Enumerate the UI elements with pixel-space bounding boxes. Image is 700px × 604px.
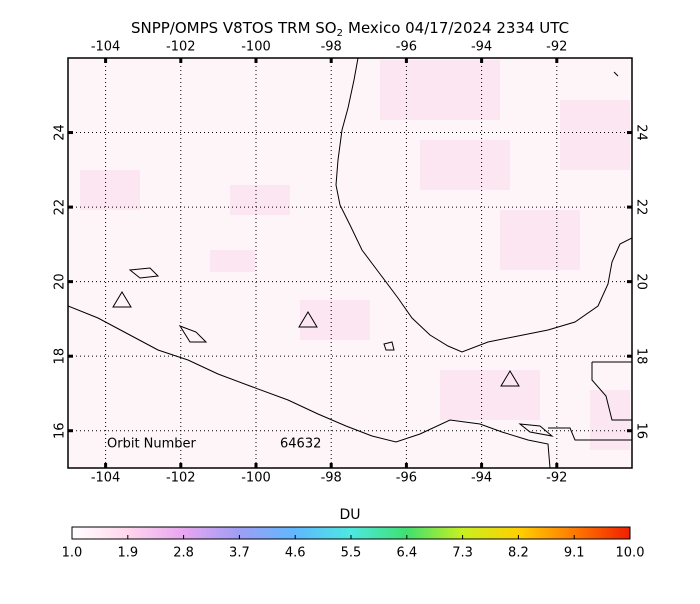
colorbar-tick-label: 1.9 [117, 546, 138, 561]
colorbar-tick-label: 10.0 [616, 546, 645, 561]
colorbar-tick-label: 1.0 [62, 546, 83, 561]
y-tick-label: 16 [634, 422, 649, 439]
x-tick-label: -102 [166, 40, 196, 55]
y-tick-label: 24 [634, 124, 649, 141]
x-tick-label: -100 [241, 471, 271, 486]
colorbar-tick-label: 4.6 [285, 546, 306, 561]
pacific-coastline [68, 305, 551, 468]
colorbar-label: DU [339, 507, 360, 523]
x-tick-label: -98 [321, 40, 342, 55]
x-tick-label: -102 [166, 471, 196, 486]
x-tick-label: -94 [471, 40, 492, 55]
x-tick-label: -92 [546, 471, 567, 486]
colorbar-tick-label: 3.7 [229, 546, 250, 561]
title-rest: Mexico 04/17/2024 2334 UTC [348, 19, 569, 37]
title-subscript: 2 [337, 28, 343, 39]
orbit-number: 64632 [280, 437, 321, 452]
x-tick-label: -104 [91, 471, 121, 486]
y-tick-label: 20 [53, 273, 68, 290]
gulf-coastline [335, 58, 632, 353]
y-tick-label: 18 [53, 348, 68, 365]
orbit-label: Orbit Number [107, 437, 197, 452]
border-lines [548, 71, 632, 441]
y-tick-label: 18 [634, 348, 649, 365]
x-tick-label: -96 [396, 471, 417, 486]
x-tick-label: -98 [321, 471, 342, 486]
so2-speckle [80, 60, 630, 450]
colorbar-tick-label: 5.5 [341, 546, 362, 561]
y-tick-label: 16 [53, 422, 68, 439]
colorbar-tick-label: 2.8 [173, 546, 194, 561]
colorbar-tick-label: 7.3 [452, 546, 473, 561]
x-tick-label: -104 [91, 40, 121, 55]
x-tick-label: -94 [471, 471, 492, 486]
colorbar-tick-label: 8.2 [508, 546, 529, 561]
title: SNPP/OMPS V8TOS TRM SO2 Mexico 04/17/2024… [131, 19, 569, 40]
volcano-marker [298, 311, 318, 328]
title-main: SNPP/OMPS V8TOS TRM SO [131, 19, 337, 37]
map-area [68, 58, 632, 468]
y-tick-label: 22 [634, 199, 649, 216]
x-tick-label: -100 [241, 40, 271, 55]
y-tick-label: 22 [53, 199, 68, 216]
grid [68, 58, 632, 468]
colorbar-tick-label: 6.4 [396, 546, 417, 561]
x-tick-label: -92 [546, 40, 567, 55]
colorbar-tick-label: 9.1 [564, 546, 585, 561]
volcano-marker [112, 291, 132, 308]
volcano-marker [500, 370, 520, 387]
map-frame [67, 57, 633, 469]
x-tick-label: -96 [396, 40, 417, 55]
lakes [128, 267, 554, 437]
y-tick-label: 24 [53, 124, 68, 141]
y-tick-label: 20 [634, 273, 649, 290]
